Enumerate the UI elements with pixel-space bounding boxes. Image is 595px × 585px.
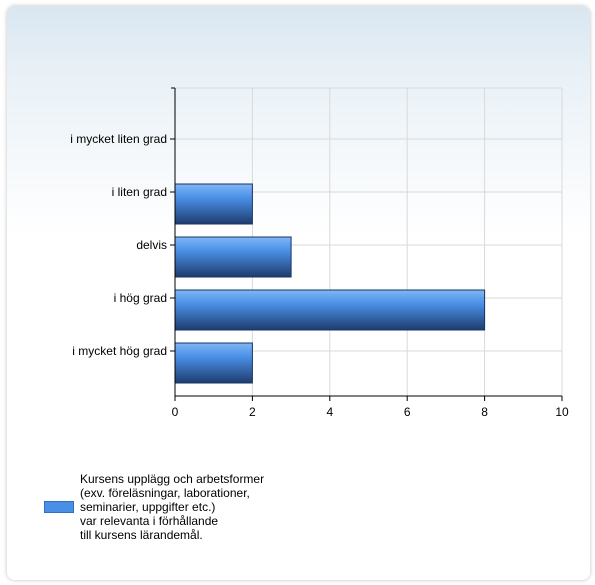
bar	[174, 342, 253, 384]
x-tick-label: 8	[481, 405, 488, 419]
category-label: i hög grad	[114, 291, 167, 305]
x-tick-label: 6	[404, 405, 411, 419]
category-labels: i mycket liten grad i liten grad delvis i h…	[70, 132, 167, 358]
x-tick-label: 4	[326, 405, 333, 419]
x-tick-label: 0	[172, 405, 179, 419]
tick-labels: 0 2 4 6 8 10	[172, 405, 569, 419]
x-tick-label: 2	[249, 405, 256, 419]
category-label: i mycket liten grad	[70, 132, 167, 146]
bar	[174, 236, 292, 278]
bar	[174, 183, 253, 225]
legend-label: Kursens upplägg och arbetsformer (exv. f…	[80, 472, 265, 542]
axes	[170, 87, 563, 401]
legend-swatch	[44, 501, 74, 513]
x-tick-label: 10	[555, 405, 569, 419]
legend: Kursens upplägg och arbetsformer (exv. f…	[44, 472, 310, 542]
category-label: i liten grad	[112, 185, 167, 199]
bar	[174, 289, 486, 331]
category-label: i mycket hög grad	[72, 344, 167, 358]
category-label: delvis	[136, 238, 167, 252]
bars	[174, 183, 486, 384]
